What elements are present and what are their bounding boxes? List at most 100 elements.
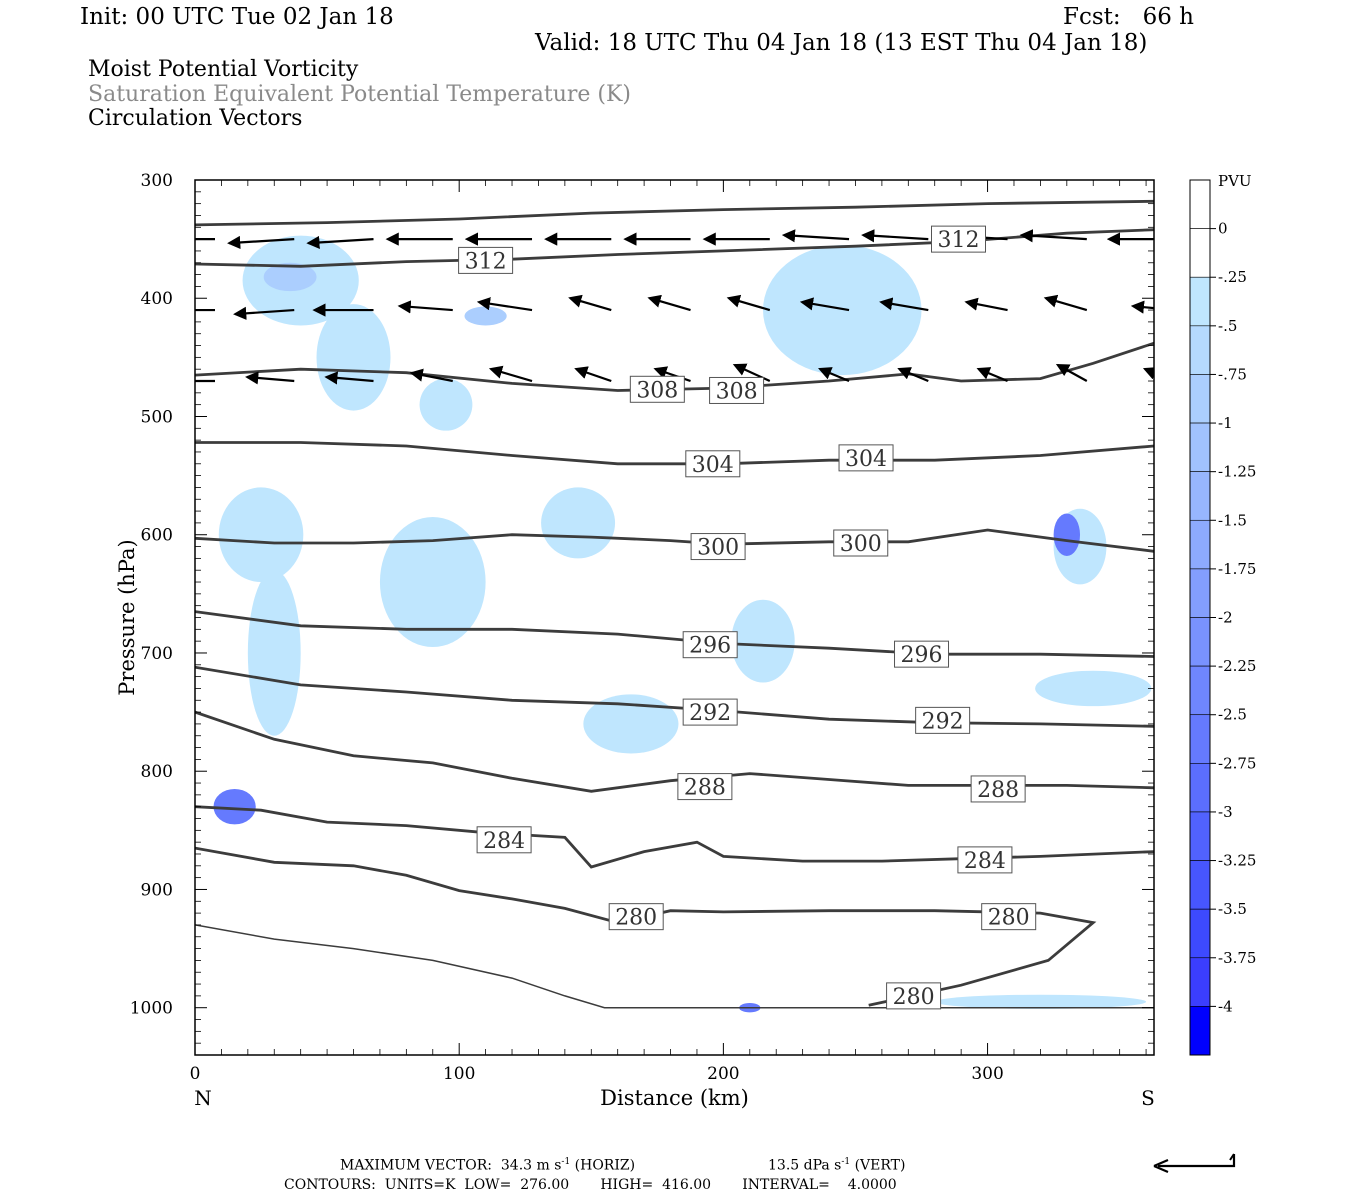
colorbar-label: -2 (1218, 609, 1233, 627)
max-vertical-label: 13.5 dPa s-1 (VERT) (768, 1157, 906, 1174)
isentrope-312 (195, 199, 1154, 227)
contour-label-284: 284 (964, 849, 1006, 874)
contour-label-292: 292 (922, 709, 964, 734)
contour-label-box (981, 903, 1037, 931)
circulation-vector (306, 235, 374, 250)
colorbar-swatch (1189, 325, 1211, 375)
contour-label-288: 288 (977, 778, 1019, 803)
colorbar-swatch (1189, 860, 1211, 910)
isentrope-280 (195, 846, 1097, 1007)
colorbar-label: -4 (1218, 997, 1233, 1015)
field-title-theta-es: Saturation Equivalent Potential Temperat… (88, 82, 631, 107)
x-tick-label: 200 (707, 1064, 739, 1084)
colorbar-label: -.5 (1218, 317, 1237, 335)
pv-shading-blob (379, 516, 486, 648)
reference-vector-arrow (1153, 1153, 1236, 1174)
contour-label-box (476, 826, 532, 854)
circulation-vector (799, 297, 850, 312)
contour-label-box (894, 640, 950, 668)
contour-label-304: 304 (692, 453, 734, 478)
circulation-vector (1019, 229, 1087, 243)
circulation-vector (1043, 294, 1088, 312)
pv-shading-blob (419, 378, 473, 431)
x-end-label-left: N (194, 1086, 212, 1110)
contour-label-308: 308 (636, 378, 678, 403)
pv-shading-blob (316, 304, 391, 411)
colorbar-label: -.25 (1218, 268, 1247, 286)
colorbar-swatch (1189, 665, 1211, 716)
y-tick-label: 400 (141, 289, 173, 309)
axes-layer: 300 400 500 600 700 800 900 1000 0 100 200 300 N S Dis… (115, 171, 1155, 1110)
contour-label-300: 300 (697, 536, 739, 561)
colorbar-label: -2.25 (1218, 657, 1256, 675)
contour-label-296: 296 (901, 643, 943, 668)
x-tick-label: 0 (190, 1064, 201, 1084)
contour-label-box (682, 631, 738, 659)
circulation-vector (227, 235, 295, 250)
x-end-label-right: S (1141, 1086, 1155, 1110)
contour-label-296: 296 (689, 634, 731, 659)
colorbar-swatch (1189, 519, 1211, 570)
forecast-hour-label: Fcst: 66 h (1063, 4, 1194, 30)
isentrope-284 (195, 805, 1154, 869)
contour-info-label: CONTOURS: UNITS=K LOW= 276.00 HIGH= 416.… (284, 1177, 897, 1193)
isentrope-308 (195, 341, 1154, 392)
colorbar-label: -3.5 (1218, 900, 1247, 918)
colorbar-label: -2.5 (1218, 706, 1247, 724)
colorbar-label: -3 (1218, 803, 1233, 821)
colorbar-swatch (1189, 811, 1211, 861)
colorbar-label: -3.75 (1218, 949, 1256, 967)
contour-label-304: 304 (845, 447, 887, 472)
contour-label-280: 280 (893, 985, 935, 1010)
contour-label-box (970, 775, 1026, 803)
isentrope-296 (195, 610, 1154, 658)
pv-shading-blob (263, 262, 317, 292)
isentrope-292 (195, 665, 1154, 728)
circulation-vector (324, 371, 374, 385)
x-tick-label: 100 (443, 1064, 475, 1084)
colorbar-label: -3.25 (1218, 852, 1256, 870)
pv-shading-blob (541, 487, 616, 559)
colorbar-swatch (1189, 422, 1211, 472)
circulation-vector (409, 368, 453, 383)
contour-label-288: 288 (684, 776, 726, 801)
circulation-vector (879, 297, 929, 312)
colorbar-swatch (1189, 908, 1211, 959)
x-axis-title: Distance (km) (600, 1086, 749, 1110)
contour-label-300: 300 (840, 532, 882, 557)
contour-label-284: 284 (483, 829, 525, 854)
pv-shading-blob (464, 306, 507, 326)
colorbar-units: PVU (1218, 172, 1252, 190)
init-time-label: Init: 00 UTC Tue 02 Jan 18 (80, 4, 394, 30)
y-tick-label: 1000 (130, 999, 173, 1019)
colorbar-swatch (1189, 228, 1211, 278)
pv-shading-blob (213, 788, 256, 825)
circulation-vector (574, 366, 612, 383)
isentrope-304 (195, 441, 1154, 466)
contour-label-280: 280 (615, 906, 657, 931)
y-tick-label: 600 (141, 526, 173, 546)
circulation-vector (897, 367, 929, 383)
colorbar: PVU 0 -.25 -.5 -.75 -1 -1.25 -1.5 -1.75 -2 -2.25 -2… (1189, 172, 1256, 1056)
contour-label-box (677, 773, 733, 801)
circulation-vector (861, 229, 929, 243)
isentrope-300 (195, 528, 1154, 553)
contour-label-280: 280 (988, 906, 1030, 931)
contour-label-box (685, 450, 741, 478)
colorbar-swatch (1189, 714, 1211, 764)
colorbar-swatch (1189, 617, 1211, 667)
circulation-vector (476, 297, 533, 312)
vert-exponent: -1 (841, 1157, 851, 1167)
y-tick-label: 300 (141, 171, 173, 191)
colorbar-label: -1 (1218, 414, 1233, 432)
colorbar-swatch (1189, 276, 1211, 327)
circulation-vector (1055, 363, 1088, 382)
contour-label-308: 308 (716, 379, 758, 404)
y-axis-title: Pressure (hPa) (115, 539, 139, 695)
y-tick-label: 800 (141, 762, 173, 782)
y-tick-label: 700 (141, 644, 173, 664)
y-tick-label: 500 (141, 407, 173, 427)
pv-shading-blob (731, 599, 795, 683)
valid-time-label: Valid: 18 UTC Thu 04 Jan 18 (13 EST Thu … (535, 30, 1148, 56)
